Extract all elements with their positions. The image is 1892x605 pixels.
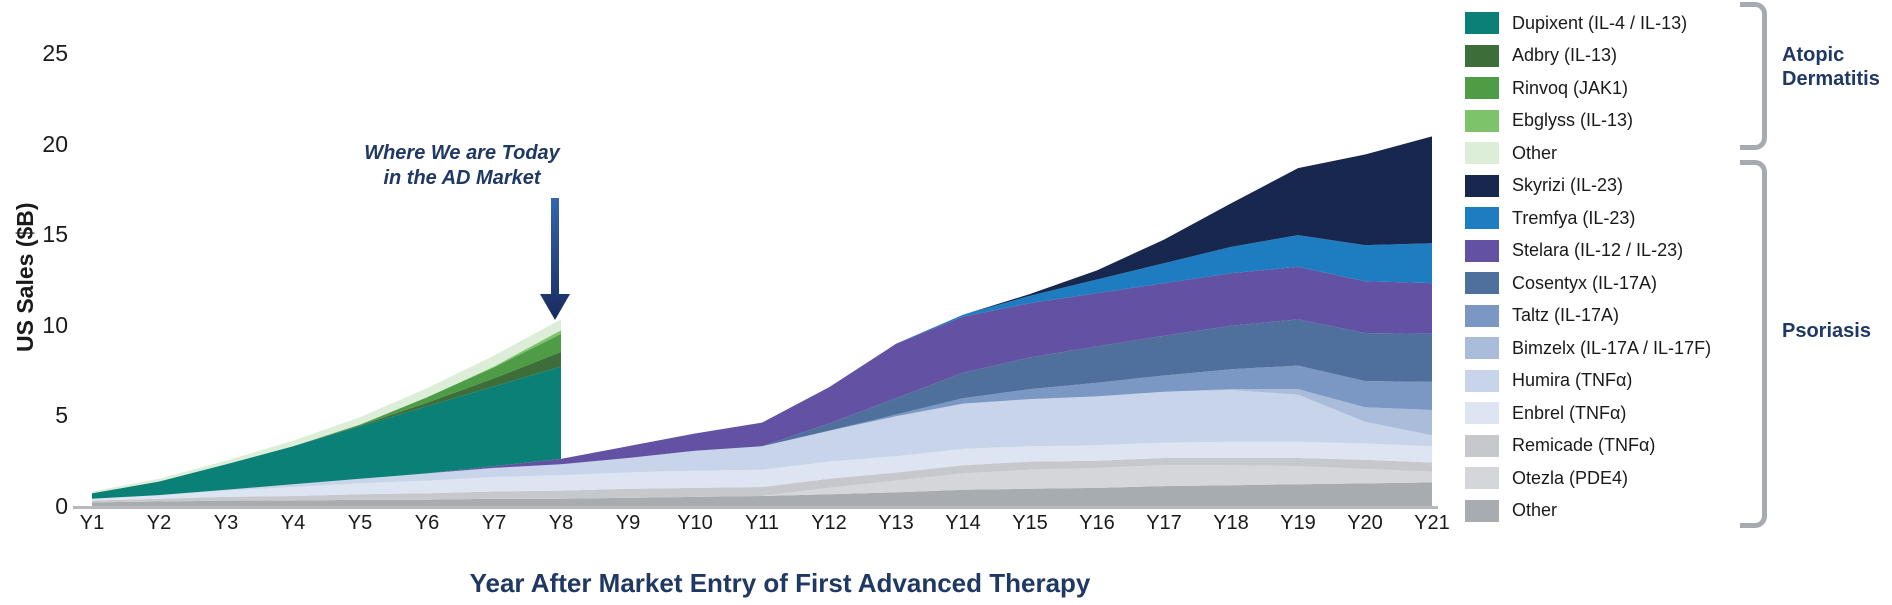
legend-label-stelara: Stelara (IL-12 / IL-23) bbox=[1512, 240, 1684, 260]
legend-label-ebglyss: Ebglyss (IL-13) bbox=[1512, 110, 1634, 130]
area-taltz bbox=[92, 365, 1432, 499]
legend-label-tremfya: Tremfya (IL-23) bbox=[1512, 207, 1636, 228]
x-tick-y11: Y11 bbox=[744, 512, 780, 534]
area-cosentyx bbox=[92, 319, 1432, 499]
area-otezla bbox=[92, 465, 1432, 503]
x-tick-y9: Y9 bbox=[615, 512, 641, 534]
x-tick-y4: Y4 bbox=[280, 512, 306, 534]
x-tick-y21: Y21 bbox=[1414, 512, 1450, 534]
x-tick-y5: Y5 bbox=[347, 512, 373, 534]
area-humira bbox=[92, 390, 1432, 499]
x-tick-y17: Y17 bbox=[1146, 512, 1182, 534]
x-tick-y10: Y10 bbox=[677, 512, 713, 534]
legend-swatch-bimzelx bbox=[1465, 337, 1499, 359]
legend-label-cosentyx: Cosentyx (IL-17A) bbox=[1512, 272, 1658, 293]
legend-label-skyrizi: Skyrizi (IL-23) bbox=[1512, 175, 1624, 195]
stacked-areas bbox=[92, 136, 1432, 506]
x-tick-y2: Y2 bbox=[146, 512, 172, 534]
x-tick-y3: Y3 bbox=[213, 512, 239, 534]
legend-item-ebglyss: Ebglyss (IL-13) bbox=[1465, 107, 1633, 135]
x-tick-y14: Y14 bbox=[945, 512, 981, 534]
legend-item-skyrizi: Skyrizi (IL-23) bbox=[1465, 172, 1623, 200]
legend-swatch-other-ad bbox=[1465, 142, 1499, 164]
legend-label-adbry: Adbry (IL-13) bbox=[1512, 45, 1618, 65]
y-tick-0: 0 bbox=[55, 493, 68, 519]
legend-label-other-ad: Other bbox=[1512, 142, 1558, 163]
x-tick-y6: Y6 bbox=[414, 512, 440, 534]
legend-item-otezla: Otezla (PDE4) bbox=[1465, 464, 1628, 492]
psoriasis-group-label: Psoriasis bbox=[1782, 320, 1871, 342]
atopic-dermatitis-bracket bbox=[1740, 2, 1767, 150]
legend-item-tremfya: Tremfya (IL-23) bbox=[1465, 204, 1635, 232]
area-enbrel bbox=[92, 441, 1432, 501]
psoriasis-bracket bbox=[1740, 160, 1767, 528]
legend-label-other-psoriasis: Other bbox=[1512, 500, 1558, 520]
x-tick-y13: Y13 bbox=[878, 512, 914, 534]
legend-label-enbrel: Enbrel (TNFα) bbox=[1512, 402, 1627, 423]
legend-label-bimzelx: Bimzelx (IL-17A / IL-17F) bbox=[1512, 337, 1712, 358]
legend-swatch-skyrizi bbox=[1465, 174, 1499, 197]
legend-swatch-otezla bbox=[1465, 467, 1499, 489]
legend-swatch-taltz bbox=[1465, 304, 1499, 327]
legend-label-humira: Humira (TNFα) bbox=[1512, 370, 1633, 390]
legend-item-cosentyx: Cosentyx (IL-17A) bbox=[1465, 269, 1657, 297]
legend-swatch-enbrel bbox=[1465, 402, 1499, 424]
legend-item-dupixent: Dupixent (IL-4 / IL-13) bbox=[1465, 9, 1687, 37]
today-annotation-line1: Where We are Today bbox=[364, 142, 560, 164]
legend-label-taltz: Taltz (IL-17A) bbox=[1512, 305, 1620, 325]
y-tick-15: 15 bbox=[42, 221, 68, 248]
legend-swatch-stelara bbox=[1465, 239, 1499, 262]
legend-swatch-cosentyx bbox=[1465, 272, 1499, 294]
legend-item-bimzelx: Bimzelx (IL-17A / IL-17F) bbox=[1465, 334, 1711, 362]
legend-swatch-rinvoq bbox=[1465, 77, 1499, 99]
legend-swatch-tremfya bbox=[1465, 207, 1499, 229]
today-annotation-line2: in the AD Market bbox=[383, 167, 541, 189]
area-dupixent bbox=[92, 366, 561, 499]
legend-swatch-ebglyss bbox=[1465, 109, 1499, 132]
annotation-arrow-icon bbox=[540, 198, 570, 320]
x-tick-y1: Y1 bbox=[79, 512, 105, 534]
legend-item-other-ad: Other bbox=[1465, 139, 1557, 167]
y-tick-5: 5 bbox=[55, 402, 68, 429]
legend-swatch-adbry bbox=[1465, 44, 1499, 67]
legend-item-humira: Humira (TNFα) bbox=[1465, 367, 1632, 395]
x-tick-y15: Y15 bbox=[1012, 512, 1048, 534]
legend-item-enbrel: Enbrel (TNFα) bbox=[1465, 399, 1626, 427]
legend-swatch-dupixent bbox=[1465, 12, 1499, 34]
area-stelara bbox=[92, 266, 1432, 499]
today-annotation: Where We are Today in the AD Market bbox=[312, 141, 612, 191]
area-other-psoriasis bbox=[92, 482, 1432, 506]
legend-swatch-other-psoriasis bbox=[1465, 499, 1499, 522]
legend-item-rinvoq: Rinvoq (JAK1) bbox=[1465, 74, 1628, 102]
legend-swatch-remicade bbox=[1465, 434, 1499, 457]
area-remicade bbox=[92, 458, 1432, 503]
x-tick-y20: Y20 bbox=[1347, 512, 1383, 534]
area-skyrizi bbox=[92, 136, 1432, 499]
legend-item-other-psoriasis: Other bbox=[1465, 497, 1557, 525]
x-tick-y8: Y8 bbox=[548, 512, 574, 534]
legend-item-stelara: Stelara (IL-12 / IL-23) bbox=[1465, 237, 1683, 265]
x-tick-y7: Y7 bbox=[481, 512, 507, 534]
y-tick-20: 20 bbox=[42, 130, 68, 157]
legend-label-rinvoq: Rinvoq (JAK1) bbox=[1512, 77, 1629, 98]
y-tick-25: 25 bbox=[42, 40, 68, 66]
y-tick-10: 10 bbox=[42, 311, 68, 338]
legend-item-taltz: Taltz (IL-17A) bbox=[1465, 302, 1619, 330]
x-tick-y19: Y19 bbox=[1280, 512, 1316, 534]
legend-label-otezla: Otezla (PDE4) bbox=[1512, 467, 1629, 488]
x-tick-y18: Y18 bbox=[1213, 512, 1249, 534]
legend-swatch-humira bbox=[1465, 369, 1499, 392]
legend-label-remicade: Remicade (TNFα) bbox=[1512, 435, 1656, 455]
area-tremfya bbox=[92, 235, 1432, 499]
x-tick-y12: Y12 bbox=[811, 512, 847, 534]
legend-label-dupixent: Dupixent (IL-4 / IL-13) bbox=[1512, 12, 1688, 33]
legend-item-remicade: Remicade (TNFα) bbox=[1465, 432, 1655, 460]
x-axis-title: Year After Market Entry of First Advance… bbox=[469, 568, 1091, 598]
atopic-dermatitis-group-label: Atopic Dermatitis bbox=[1782, 44, 1880, 90]
x-tick-y16: Y16 bbox=[1079, 512, 1115, 534]
legend-item-adbry: Adbry (IL-13) bbox=[1465, 42, 1617, 70]
